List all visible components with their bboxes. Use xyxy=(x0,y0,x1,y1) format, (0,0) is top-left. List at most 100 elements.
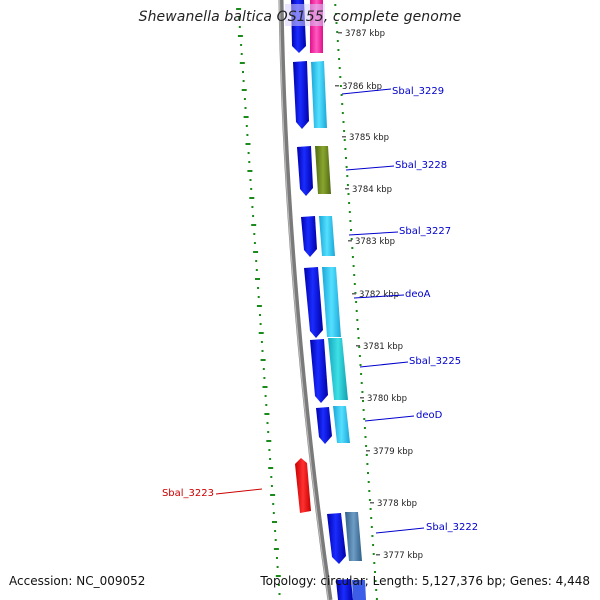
gc-skew-tick xyxy=(351,256,354,258)
feature-block-cyan[interactable] xyxy=(311,61,327,128)
gc-tick xyxy=(247,152,250,154)
feature-block-cyan[interactable] xyxy=(333,406,350,443)
gc-tick xyxy=(278,593,281,595)
gc-skew-tick xyxy=(350,229,352,231)
kbp-tick xyxy=(356,345,360,347)
cds-arrow[interactable] xyxy=(316,407,332,444)
gc-tick xyxy=(240,53,243,55)
gene-label-layer: Sbal_3229 Sbal_3228 Sbal_3227 deoA Sbal_3225… xyxy=(162,86,478,534)
gc-tick xyxy=(260,359,266,361)
cds-arrow[interactable] xyxy=(293,61,309,129)
gc-skew-tick xyxy=(336,31,339,33)
gc-skew-tick xyxy=(370,517,373,519)
cds-track xyxy=(291,0,353,600)
gene-label[interactable]: Sbal_3228 xyxy=(395,160,447,171)
gene-label[interactable]: Sbal_3225 xyxy=(409,356,461,367)
gc-skew-tick xyxy=(334,13,337,15)
kbp-tick xyxy=(352,293,356,295)
gc-tick xyxy=(264,413,270,415)
gc-tick xyxy=(251,206,254,208)
gc-skew-tick xyxy=(343,139,346,141)
gc-tick xyxy=(239,62,245,64)
kbp-label: 3778 kbp xyxy=(377,499,417,509)
kbp-label: 3783 kbp xyxy=(355,237,395,247)
gc-tick xyxy=(249,197,255,199)
gene-label[interactable]: Sbal_3222 xyxy=(426,522,478,533)
gc-tick xyxy=(274,530,277,532)
gc-tick xyxy=(262,386,268,388)
gc-tick xyxy=(252,215,255,217)
feature-block-steel[interactable] xyxy=(345,512,362,561)
gc-skew-tick xyxy=(347,193,350,195)
gc-tick xyxy=(242,71,244,73)
gc-skew-tick xyxy=(335,22,338,24)
gc-skew-tick xyxy=(341,103,344,105)
feature-block-cyan[interactable] xyxy=(322,267,341,337)
gene-label[interactable]: deoD xyxy=(416,410,443,421)
gc-skew-tick xyxy=(352,265,355,267)
gc-skew-tick xyxy=(340,94,343,96)
kbp-label: 3779 kbp xyxy=(373,447,413,457)
gc-skew-tick xyxy=(341,112,344,114)
gc-skew-tick xyxy=(367,472,369,474)
gc-skew-tick xyxy=(358,355,361,357)
gc-skew-tick xyxy=(346,175,349,177)
gc-tick xyxy=(250,188,253,190)
gc-skew-tick xyxy=(338,67,341,69)
gc-tick xyxy=(243,116,249,118)
gc-skew-tick xyxy=(358,346,361,348)
title-highlight xyxy=(285,4,325,26)
rna-gene-arrow[interactable] xyxy=(295,458,311,513)
gene-label[interactable]: deoA xyxy=(405,289,431,300)
gc-skew-tick xyxy=(343,130,346,132)
gc-skew-tick xyxy=(339,76,342,78)
gc-tick xyxy=(275,575,281,577)
gc-skew-tick xyxy=(366,463,369,465)
kbp-ruler: 3787 kbp 3786 kbp 3785 kbp 3784 kbp 3783 kbp… xyxy=(335,29,423,561)
gc-skew-tick xyxy=(372,553,375,555)
gc-tick xyxy=(237,35,243,37)
feature-block-olive[interactable] xyxy=(315,146,331,194)
feature-block-blue[interactable] xyxy=(352,580,366,600)
gc-tick xyxy=(277,584,280,586)
gc-tick xyxy=(276,557,278,559)
cds-arrow[interactable] xyxy=(297,146,313,196)
genome-stats-label: Topology: circular; Length: 5,127,376 bp… xyxy=(260,574,590,588)
gc-skew-tick xyxy=(374,571,376,573)
kbp-label: 3781 kbp xyxy=(363,342,403,352)
gc-skew-tick xyxy=(362,400,364,402)
gc-tick xyxy=(268,449,271,451)
kbp-tick xyxy=(366,450,370,452)
gc-skew-tick xyxy=(346,184,349,186)
gc-skew-tick xyxy=(338,58,341,60)
cds-arrow[interactable] xyxy=(301,216,317,257)
gc-tick xyxy=(263,377,266,379)
gc-tick xyxy=(243,98,246,100)
gc-tick xyxy=(269,458,272,460)
gene-leader-line xyxy=(353,294,405,299)
kbp-tick xyxy=(338,32,342,34)
gene-label[interactable]: Sbal_3229 xyxy=(392,86,444,97)
cds-arrow[interactable] xyxy=(327,513,346,564)
gc-tick xyxy=(255,260,258,262)
gc-tick xyxy=(255,269,258,271)
gc-tick xyxy=(272,503,275,505)
cds-arrow[interactable] xyxy=(304,267,323,338)
gc-tick xyxy=(255,278,260,280)
kbp-tick xyxy=(360,397,364,399)
gc-skew-tick xyxy=(374,580,377,582)
cds-arrow[interactable] xyxy=(336,579,353,600)
kbp-tick xyxy=(342,136,346,138)
gc-tick xyxy=(264,395,267,397)
gc-skew-tick xyxy=(350,238,353,240)
feature-block-cyan[interactable] xyxy=(319,216,335,256)
gc-tick xyxy=(249,179,252,181)
feature-block-teal[interactable] xyxy=(328,338,348,400)
cds-arrow[interactable] xyxy=(310,339,328,403)
gene-label[interactable]: Sbal_3227 xyxy=(399,226,451,237)
gene-label[interactable]: Sbal_3223 xyxy=(162,488,214,499)
gc-tick xyxy=(240,44,243,46)
gc-skew-tick xyxy=(365,454,368,456)
